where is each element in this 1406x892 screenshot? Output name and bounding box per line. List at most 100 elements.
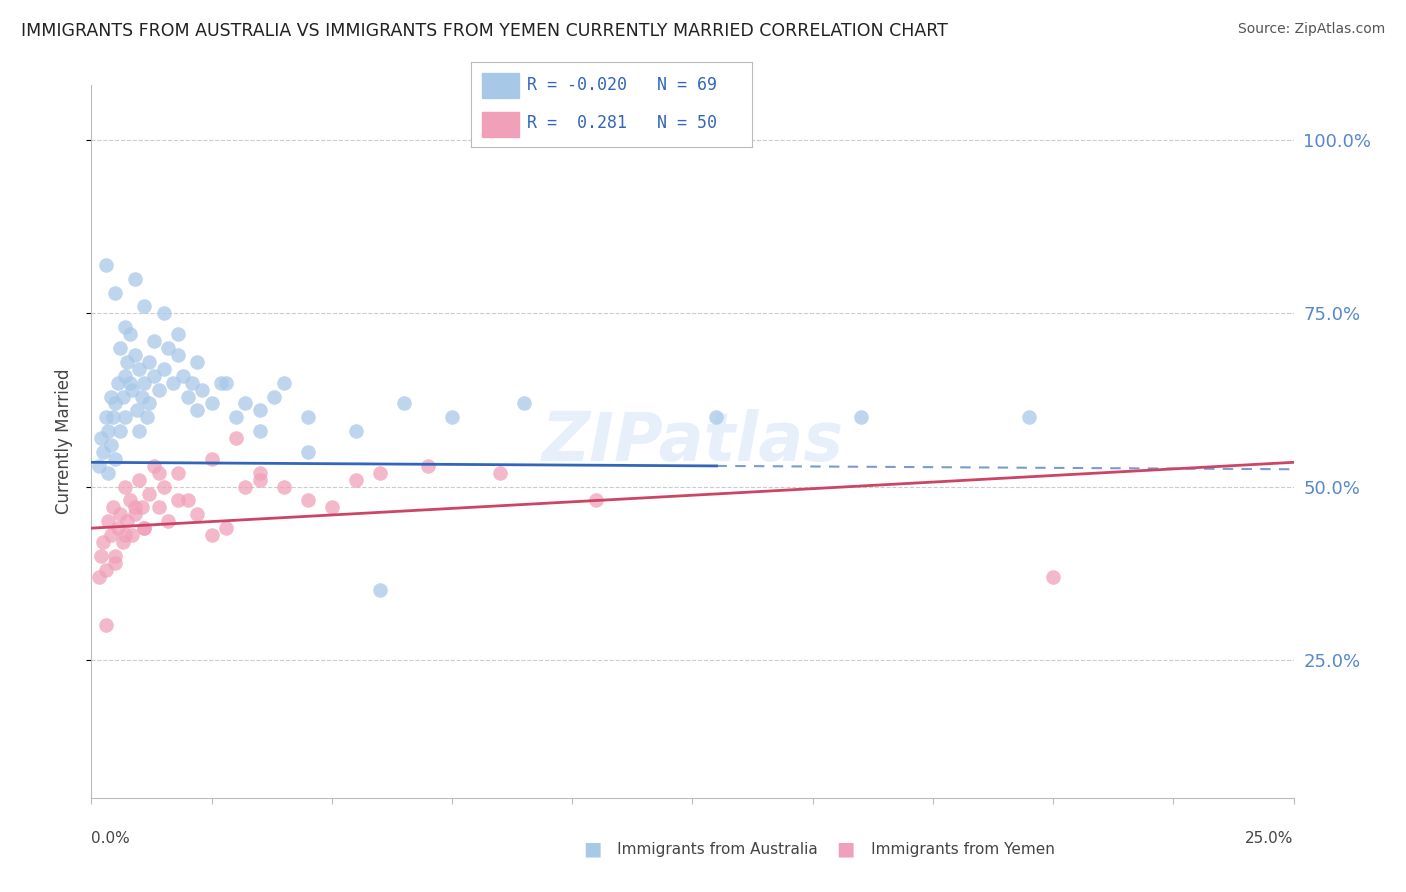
Point [128,473,150,487]
Point [90,431,112,445]
Point [114,320,136,334]
Point [124,508,146,522]
Point [191,383,214,397]
Text: R = -0.020   N = 69: R = -0.020 N = 69 [527,77,717,95]
Point [297,445,319,459]
Point [101,410,124,425]
Point [101,500,124,515]
Point [97,514,120,528]
Text: ■: ■ [583,839,602,859]
Point [167,493,190,508]
Point [186,403,208,417]
Point [148,383,170,397]
Point [93,535,115,549]
Point [110,508,132,522]
Point [489,466,512,480]
Point [104,285,127,300]
Point [1018,410,1040,425]
Point [157,514,180,528]
Point [249,466,271,480]
Point [152,479,174,493]
Point [152,306,174,320]
Point [94,563,117,577]
Point [233,396,256,410]
Point [849,410,872,425]
Point [215,521,238,535]
Point [117,355,139,369]
Point [134,521,156,535]
Point [118,327,141,342]
Point [152,361,174,376]
Point [87,458,110,473]
Point [162,376,184,390]
Point [118,376,141,390]
Point [148,500,170,515]
Point [344,424,367,438]
Point [107,376,129,390]
Point [233,479,256,493]
Point [249,473,271,487]
Point [263,390,285,404]
Text: Source: ZipAtlas.com: Source: ZipAtlas.com [1237,22,1385,37]
Point [87,569,110,583]
Point [104,451,127,466]
Point [585,493,607,508]
Point [124,348,146,362]
Text: R =  0.281   N = 50: R = 0.281 N = 50 [527,114,717,132]
Point [111,535,134,549]
Point [167,466,190,480]
Point [249,424,271,438]
Point [94,618,117,632]
Point [368,583,391,598]
Point [104,396,127,410]
Text: Immigrants from Yemen: Immigrants from Yemen [837,842,1054,856]
Point [107,521,129,535]
Point [148,466,170,480]
Point [200,528,222,542]
Point [100,528,122,542]
Point [344,473,367,487]
Point [128,361,150,376]
Point [114,410,136,425]
Text: Immigrants from Australia: Immigrants from Australia [583,842,818,856]
Text: IMMIGRANTS FROM AUSTRALIA VS IMMIGRANTS FROM YEMEN CURRENTLY MARRIED CORRELATION: IMMIGRANTS FROM AUSTRALIA VS IMMIGRANTS … [21,22,948,40]
Point [111,390,134,404]
Point [135,410,157,425]
Point [172,368,194,383]
Point [121,383,143,397]
Y-axis label: Currently Married: Currently Married [55,368,73,515]
Point [138,486,160,500]
Text: 0.0%: 0.0% [91,831,131,846]
Point [368,466,391,480]
Point [97,466,120,480]
Point [138,355,160,369]
Point [93,445,115,459]
Point [186,355,208,369]
Point [94,410,117,425]
Point [186,508,208,522]
Point [440,410,463,425]
Point [200,451,222,466]
Point [200,396,222,410]
Point [181,376,204,390]
Point [121,528,143,542]
Point [134,300,156,314]
Point [167,327,190,342]
Point [124,500,146,515]
Point [100,438,122,452]
Point [176,390,198,404]
Point [392,396,415,410]
Text: ZIPatlas: ZIPatlas [541,409,844,475]
Point [104,556,127,570]
Point [273,376,295,390]
Point [114,368,136,383]
Point [513,396,536,410]
Point [110,424,132,438]
Point [416,458,439,473]
Point [167,348,190,362]
Point [100,390,122,404]
Point [706,410,728,425]
Point [142,458,165,473]
Point [176,493,198,508]
Point [142,334,165,348]
